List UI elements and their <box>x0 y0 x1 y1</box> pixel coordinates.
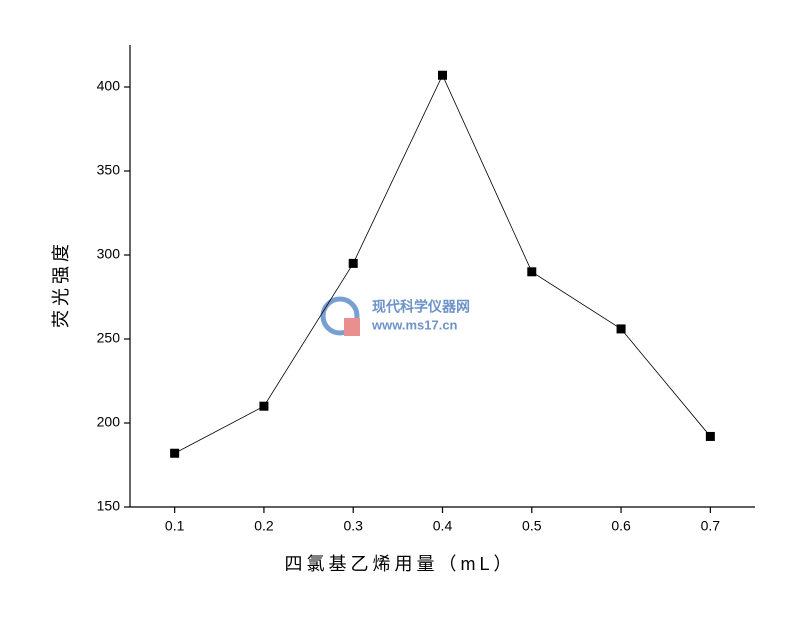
x-tick-label: 0.5 <box>522 518 542 534</box>
x-tick-label: 0.2 <box>254 518 274 534</box>
y-tick-label: 400 <box>97 78 121 94</box>
x-tick-label: 0.1 <box>165 518 185 534</box>
y-tick-label: 150 <box>97 498 121 514</box>
marker <box>348 258 358 268</box>
watermark-title: 现代科学仪器网 <box>372 299 470 315</box>
marker <box>259 401 269 411</box>
y-tick-label: 200 <box>97 414 121 430</box>
marker <box>616 324 626 334</box>
y-axis-label: 荧光强度 <box>51 240 71 328</box>
marker <box>527 267 537 277</box>
watermark-url: www.ms17.cn <box>371 317 458 332</box>
x-tick-label: 0.6 <box>611 518 631 534</box>
x-tick-label: 0.7 <box>701 518 721 534</box>
x-tick-label: 0.3 <box>343 518 363 534</box>
watermark-logo <box>320 296 360 336</box>
y-tick-label: 350 <box>97 162 121 178</box>
line <box>174 74 711 454</box>
y-tick-label: 300 <box>97 246 121 262</box>
watermark: 现代科学仪器网 www.ms17.cn <box>320 296 470 336</box>
watermark-logo <box>344 318 360 336</box>
marker <box>438 70 447 80</box>
x-tick-label: 0.4 <box>433 518 453 534</box>
x-axis-label: 四氯基乙烯用量（mL） <box>284 554 515 574</box>
y-tick-label: 250 <box>97 330 121 346</box>
marker <box>705 431 715 441</box>
marker <box>170 448 180 458</box>
